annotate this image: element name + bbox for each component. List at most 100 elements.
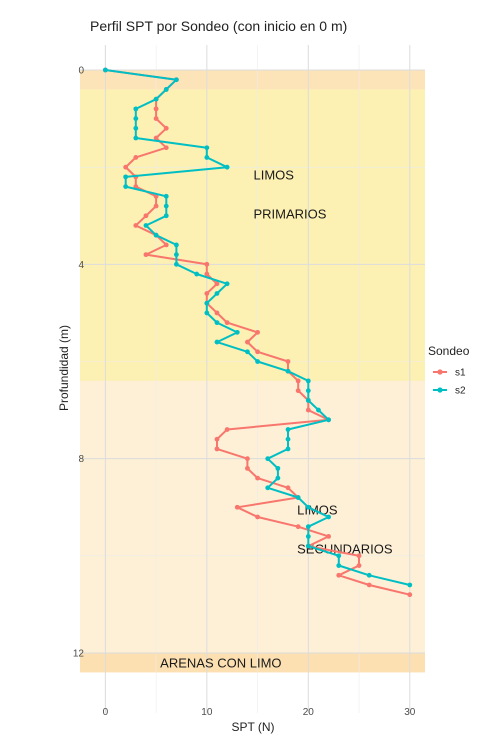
series-point-s2-37 xyxy=(285,427,291,432)
y-axis-label: Profundidad (m) xyxy=(57,325,71,411)
series-point-s2-18 xyxy=(173,242,179,248)
series-point-s2-8 xyxy=(204,145,210,151)
series-point-s2-48 xyxy=(305,534,311,539)
series-point-s2-34 xyxy=(305,397,311,403)
series-point-s1-20 xyxy=(204,261,210,267)
series-point-s1-6 xyxy=(163,125,169,131)
series-point-s2-36 xyxy=(326,417,332,423)
series-point-s1-26 xyxy=(224,320,230,326)
legend-label-s2: s2 xyxy=(455,386,466,397)
series-point-s1-33 xyxy=(295,388,301,394)
series-point-s2-32 xyxy=(305,378,311,384)
series-point-s2-6 xyxy=(133,125,139,131)
series-point-s2-26 xyxy=(214,320,220,326)
series-point-s2-24 xyxy=(204,300,210,306)
series-point-s1-39 xyxy=(214,446,220,452)
series-point-s1-40 xyxy=(245,456,250,462)
series-point-s2-30 xyxy=(255,359,260,364)
series-point-s1-42 xyxy=(255,475,260,481)
series-point-s2-23 xyxy=(214,291,220,296)
series-point-s1-15 xyxy=(143,213,149,219)
y-tick-label-8: 8 xyxy=(78,454,84,465)
series-point-s2-17 xyxy=(153,232,159,238)
series-point-s2-14 xyxy=(163,203,169,209)
series-point-s2-25 xyxy=(204,310,210,316)
series-point-s1-4 xyxy=(153,106,159,112)
series-point-s2-46 xyxy=(326,514,332,520)
series-point-s2-15 xyxy=(163,213,169,219)
series-point-s2-20 xyxy=(173,261,179,267)
series-point-s2-0 xyxy=(102,67,108,73)
series-point-s1-50 xyxy=(356,553,362,559)
series-point-s1-18 xyxy=(163,242,169,248)
y-axis-ticks: 0 4 8 12 xyxy=(73,66,85,660)
series-point-s1-35 xyxy=(305,407,311,413)
series-point-s2-12 xyxy=(123,184,129,190)
series-point-s2-4 xyxy=(133,106,139,112)
series-point-s1-37 xyxy=(224,427,230,432)
legend-swatch-point-s2 xyxy=(437,387,443,393)
x-axis-ticks: 0 10 20 30 xyxy=(103,707,416,718)
series-point-s2-47 xyxy=(305,524,311,530)
annotation-2: LIMOS xyxy=(297,503,338,518)
series-point-s2-52 xyxy=(366,572,372,578)
series-point-s1-9 xyxy=(133,155,139,160)
series-point-s1-7 xyxy=(153,135,159,141)
series-point-s1-19 xyxy=(143,252,149,258)
series-point-s2-27 xyxy=(234,329,240,335)
series-point-s2-41 xyxy=(275,465,281,471)
series-point-s1-14 xyxy=(153,203,159,209)
series-point-s2-39 xyxy=(285,446,291,452)
series-point-s2-1 xyxy=(173,77,179,83)
series-point-s2-49 xyxy=(305,543,311,549)
legend-title: Sondeo xyxy=(428,344,470,358)
series-point-s1-47 xyxy=(295,524,301,530)
data-series xyxy=(102,67,413,598)
annotation-0: LIMOS xyxy=(254,167,295,182)
series-point-s1-21 xyxy=(204,271,210,277)
series-point-s1-5 xyxy=(153,116,159,121)
series-point-s1-23 xyxy=(204,291,210,296)
legend-label-s1: s1 xyxy=(455,368,466,379)
legend: Sondeo s1 s2 xyxy=(428,344,470,397)
series-point-s2-13 xyxy=(163,193,169,199)
series-point-s1-29 xyxy=(255,349,260,355)
stratum-band-3 xyxy=(80,653,425,673)
series-point-s1-10 xyxy=(123,164,129,170)
series-point-s2-16 xyxy=(143,223,149,228)
series-point-s2-29 xyxy=(245,349,250,355)
chart-title: Perfil SPT por Sondeo (con inicio en 0 m… xyxy=(90,18,347,34)
series-point-s2-28 xyxy=(214,339,220,345)
series-s2 xyxy=(102,67,413,588)
series-point-s2-31 xyxy=(285,368,291,374)
series-point-s2-11 xyxy=(123,174,129,180)
series-point-s2-53 xyxy=(407,582,413,588)
y-tick-label-12: 12 xyxy=(73,649,85,660)
series-point-s1-45 xyxy=(234,504,240,510)
series-point-s2-40 xyxy=(265,456,271,462)
x-axis-label: SPT (N) xyxy=(231,720,274,734)
y-tick-label-0: 0 xyxy=(78,66,84,77)
series-point-s1-32 xyxy=(295,378,301,384)
annotation-3: SECUNDARIOS xyxy=(297,542,393,557)
series-point-s1-22 xyxy=(214,281,220,287)
series-point-s2-21 xyxy=(194,271,200,277)
annotation-4: ARENAS CON LIMO xyxy=(160,656,281,671)
series-point-s2-2 xyxy=(163,87,169,92)
series-point-s2-19 xyxy=(173,252,179,258)
series-point-s1-54 xyxy=(407,592,413,598)
series-point-s1-41 xyxy=(245,465,250,471)
series-point-s2-44 xyxy=(295,495,301,500)
series-point-s1-25 xyxy=(214,310,220,316)
x-tick-label-10: 10 xyxy=(201,707,213,718)
series-point-s2-3 xyxy=(153,96,159,102)
series-point-s1-30 xyxy=(285,359,291,364)
series-point-s1-8 xyxy=(163,145,169,151)
series-point-s2-45 xyxy=(305,504,311,510)
series-point-s2-42 xyxy=(275,475,281,481)
series-point-s1-46 xyxy=(255,514,260,520)
series-point-s1-16 xyxy=(133,223,139,228)
y-tick-label-4: 4 xyxy=(78,260,84,271)
series-point-s1-27 xyxy=(255,329,260,335)
